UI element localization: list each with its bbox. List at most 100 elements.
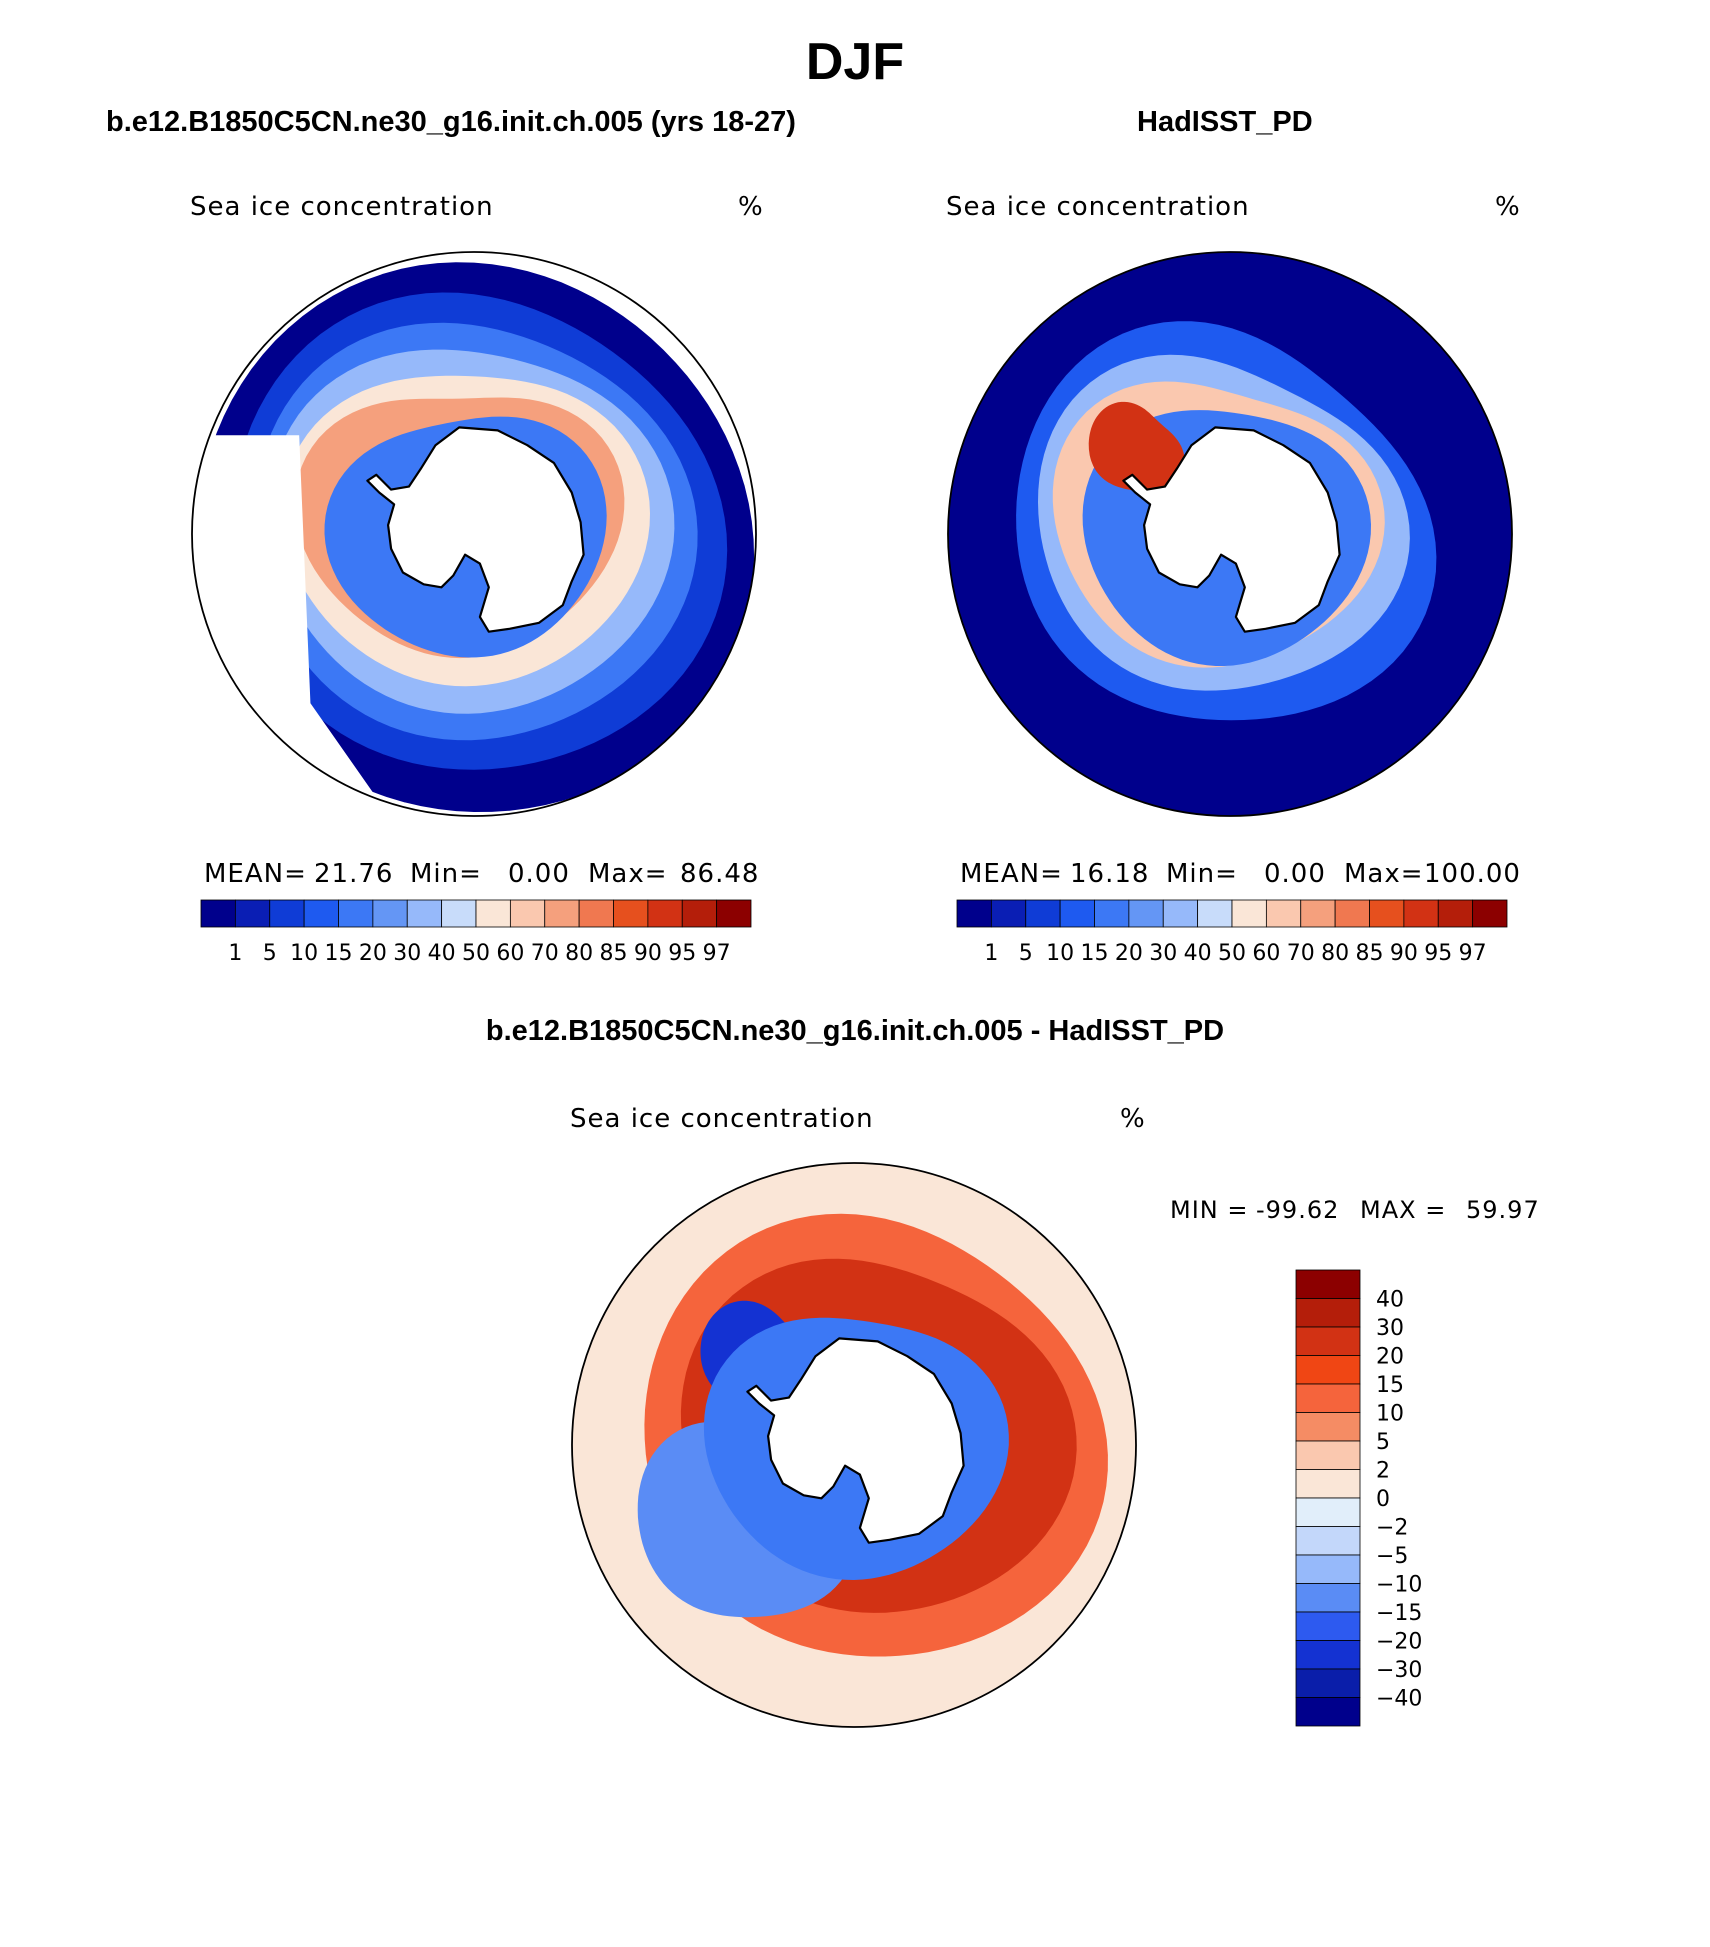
map-border	[947, 251, 1513, 817]
colorbar-box	[647, 899, 683, 928]
colorbar-box	[338, 899, 374, 928]
colorbar-tick-label: 60	[1252, 941, 1280, 966]
colorbar-tick-label: 40	[428, 941, 456, 966]
colorbar-tick-label: 50	[1218, 941, 1246, 966]
colorbar-tick-label: 40	[1376, 1288, 1404, 1313]
colorbar-box	[716, 899, 752, 928]
colorbar-tick-label: 15	[325, 941, 353, 966]
colorbar-box	[1295, 1526, 1361, 1556]
panel-obs-max-value: 100.00	[1424, 859, 1521, 889]
colorbar-tick-label: 5	[1376, 1430, 1390, 1455]
colorbar-box	[269, 899, 305, 928]
panel-obs-variable: Sea ice concentration	[946, 192, 1250, 222]
colorbar-box	[1295, 1326, 1361, 1356]
colorbar-tick-label: 97	[1459, 941, 1487, 966]
colorbar-box	[1231, 899, 1267, 928]
colorbar-box	[1472, 899, 1508, 928]
colorbar-tick-label: 70	[531, 941, 559, 966]
colorbar-box	[956, 899, 992, 928]
colorbar-tick-label: 0	[1376, 1487, 1390, 1512]
colorbar-box	[1437, 899, 1474, 928]
map-border	[571, 1162, 1137, 1728]
colorbar-box	[475, 899, 511, 928]
colorbar-tick-label: −5	[1376, 1544, 1408, 1569]
colorbar-box	[200, 899, 236, 928]
colorbar-box	[1295, 1497, 1361, 1527]
panel-model-min-label: Min=	[410, 859, 482, 889]
colorbar-tick-label: 20	[359, 941, 387, 966]
colorbar-box	[1295, 1469, 1361, 1499]
panel-obs-header: HadISST_PD	[1137, 106, 1313, 138]
colorbar-box	[1265, 899, 1302, 928]
panel-model-max-value: 86.48	[680, 859, 760, 889]
colorbar-tick-label: 95	[668, 941, 696, 966]
panel-obs-min-value: 0.00	[1264, 859, 1326, 889]
obs-map	[947, 251, 1513, 817]
colorbar-box	[372, 899, 408, 928]
colorbar-box	[303, 899, 339, 928]
colorbar-tick-label: 85	[1356, 941, 1384, 966]
colorbar-tick-label: 90	[1390, 941, 1418, 966]
colorbar-tick-label: 5	[1019, 941, 1033, 966]
panel-model-variable: Sea ice concentration	[190, 192, 494, 222]
colorbar-tick-label: 15	[1081, 941, 1109, 966]
panel-diff-units: %	[1120, 1104, 1146, 1134]
colorbar-box	[1295, 1440, 1361, 1470]
colorbar-tick-label: 95	[1424, 941, 1452, 966]
colorbar-box	[1025, 899, 1061, 928]
colorbar-box	[1295, 1640, 1361, 1670]
colorbar-tick-label: 70	[1287, 941, 1315, 966]
colorbar-box	[1162, 899, 1199, 928]
colorbar-box	[234, 899, 271, 928]
colorbar-box	[578, 899, 614, 928]
colorbar-tick-label: 20	[1376, 1345, 1404, 1370]
diff-max-value: 59.97	[1466, 1196, 1540, 1224]
model-colorbar: 1 5 10 15 20 30 40 50 60 70 80 85 90 95 97	[200, 899, 752, 966]
colorbar-box	[1295, 1412, 1361, 1442]
colorbar-box	[1295, 1554, 1361, 1584]
model-map	[191, 251, 757, 817]
colorbar-box	[1403, 899, 1439, 928]
colorbar-tick-label: 10	[1046, 941, 1074, 966]
colorbar-tick-label: 80	[1321, 941, 1349, 966]
colorbar-tick-label: 2	[1376, 1459, 1390, 1484]
panel-obs-min-label: Min=	[1166, 859, 1238, 889]
colorbar-tick-label: 30	[1376, 1316, 1404, 1341]
colorbar-tick-label: −30	[1376, 1658, 1422, 1683]
colorbar-tick-label: 10	[1376, 1402, 1404, 1427]
colorbar-tick-label: 60	[496, 941, 524, 966]
colorbar-tick-label: 20	[1115, 941, 1143, 966]
figure-title: DJF	[805, 33, 905, 91]
colorbar-box	[1334, 899, 1370, 928]
antarctica-coastline	[1122, 426, 1341, 633]
colorbar-tick-label: 85	[600, 941, 628, 966]
colorbar-box	[1197, 899, 1233, 928]
colorbar-box	[1300, 899, 1336, 928]
diff-max-label: MAX =	[1360, 1196, 1447, 1224]
colorbar-tick-label: −10	[1376, 1573, 1422, 1598]
colorbar-tick-label: 10	[290, 941, 318, 966]
colorbar-box	[1295, 1668, 1361, 1698]
panel-model-header: b.e12.B1850C5CN.ne30_g16.init.ch.005 (yr…	[106, 106, 796, 138]
panel-obs-max-label: Max=	[1344, 859, 1424, 889]
diff-min-label: MIN =	[1170, 1196, 1249, 1224]
colorbar-tick-label: 50	[462, 941, 490, 966]
colorbar-tick-label: −20	[1376, 1630, 1422, 1655]
map-border	[191, 251, 757, 817]
panel-obs-mean-value: 16.18	[1070, 859, 1150, 889]
colorbar-box	[509, 899, 546, 928]
obs-colorbar: 1 5 10 15 20 30 40 50 60 70 80 85 90 95 97	[956, 899, 1508, 966]
panel-model-max-label: Max=	[588, 859, 668, 889]
diff-map	[571, 1162, 1137, 1728]
colorbar-box	[1295, 1583, 1361, 1613]
colorbar-box	[1128, 899, 1164, 928]
colorbar-box	[1369, 899, 1405, 928]
colorbar-tick-label: 5	[263, 941, 277, 966]
colorbar-tick-label: 80	[565, 941, 593, 966]
colorbar-box	[1094, 899, 1130, 928]
colorbar-box	[406, 899, 443, 928]
colorbar-tick-label: 1	[984, 941, 998, 966]
colorbar-box	[1059, 899, 1095, 928]
colorbar-box	[1295, 1298, 1361, 1328]
